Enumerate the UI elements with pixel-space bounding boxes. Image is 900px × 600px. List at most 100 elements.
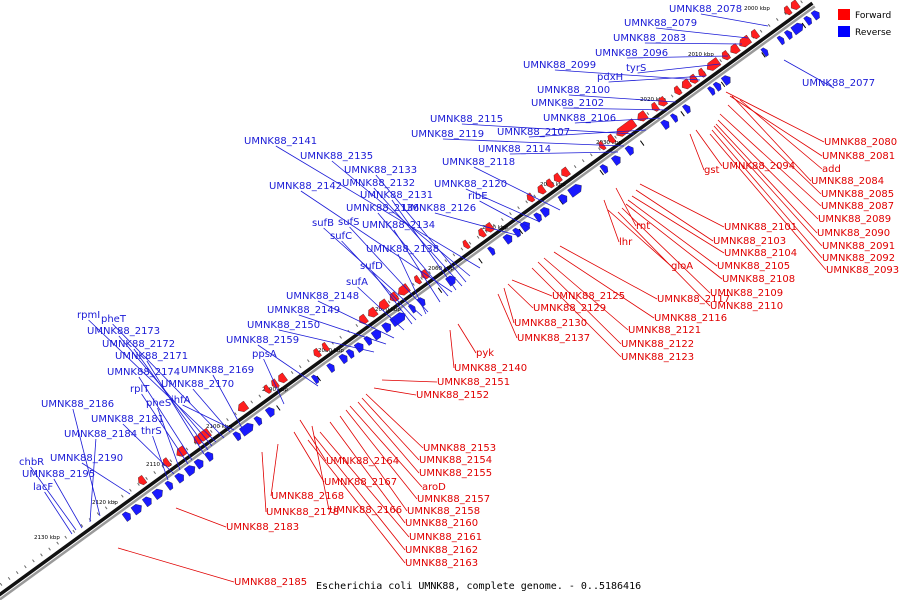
forward-gene-label: UMNK88_2140: [454, 363, 527, 374]
forward-gene-label: UMNK88_2108: [722, 274, 795, 285]
forward-gene-label: UMNK88_2164: [326, 456, 399, 467]
scale-dash: [606, 141, 609, 145]
reverse-gene-label: UMNK88_2126: [403, 203, 476, 214]
forward-gene-label: UMNK88_2151: [437, 377, 510, 388]
reverse-gene-label: UMNK88_2120: [434, 179, 507, 190]
scale-dash: [775, 17, 779, 21]
forward-gene-label: UMNK88_2110: [710, 301, 783, 312]
tick-mark: [437, 287, 443, 293]
forward-gene-label: UMNK88_2089: [818, 214, 891, 225]
forward-gene-label: UMNK88_2152: [416, 390, 489, 401]
forward-gene-label: UMNK88_2109: [710, 288, 783, 299]
reverse-gene: [193, 458, 204, 470]
scale-dash: [339, 335, 342, 339]
forward-gene-label: UMNK88_2162: [405, 545, 478, 556]
reverse-gene-label: ihfA: [171, 395, 191, 406]
reverse-leader-line: [349, 226, 429, 313]
tick-mark: [680, 111, 685, 117]
forward-leader-line: [615, 187, 637, 227]
scale-dash: [525, 200, 528, 204]
forward-leader-line: [329, 421, 406, 524]
reverse-gene-label: ribE: [468, 191, 488, 202]
forward-gene: [321, 341, 331, 352]
forward-gene-label: UMNK88_2123: [621, 352, 694, 363]
forward-gene-label: UMNK88_2093: [826, 265, 899, 276]
reverse-gene: [381, 322, 391, 333]
forward-gene-label: UMNK88_2116: [654, 313, 727, 324]
forward-gene-label: UMNK88_2125: [552, 291, 625, 302]
tick-label: 2020 kbp: [640, 97, 666, 103]
reverse-gene-label: sufB: [312, 218, 334, 229]
reverse-gene: [232, 431, 242, 442]
tick-mark: [276, 405, 281, 411]
forward-leader-line: [713, 125, 823, 247]
forward-gene-label: UMNK88_2122: [621, 339, 694, 350]
scale-dash: [80, 524, 84, 528]
forward-leader-line: [709, 133, 827, 271]
reverse-gene: [183, 465, 196, 477]
scale-dash: [759, 29, 763, 33]
scale-dash: [290, 371, 294, 375]
forward-gene-label: UMNK88_2163: [405, 558, 478, 569]
reverse-gene-label: rpmI: [77, 310, 100, 321]
reverse-gene-label: UMNK88_2102: [531, 98, 604, 109]
forward-leader-line: [625, 203, 723, 280]
reverse-gene-label: rplT: [130, 384, 150, 395]
reverse-leader-line: [30, 466, 77, 531]
forward-gene: [313, 347, 322, 358]
scale-dash: [719, 59, 722, 63]
reverse-gene-label: UMNK88_2078: [669, 4, 742, 15]
scale-dash: [7, 576, 11, 580]
reverse-gene-label: UMNK88_2190: [50, 453, 123, 464]
reverse-gene-label: UMNK88_2186: [41, 399, 114, 410]
reverse-gene-label: pheS: [146, 398, 171, 409]
reverse-gene-label: UMNK88_2135: [300, 151, 373, 162]
reverse-gene-label: chbR: [19, 457, 44, 468]
forward-leader-line: [357, 401, 420, 474]
scale-dash: [598, 147, 601, 151]
forward-leader-line: [689, 133, 705, 171]
forward-leader-line: [639, 183, 725, 228]
forward-leader-line: [717, 119, 819, 220]
reverse-leader-line: [157, 407, 181, 471]
forward-gene: [739, 34, 753, 48]
reverse-leader-line: [72, 408, 101, 517]
reverse-gene-label: sufA: [346, 277, 368, 288]
reverse-gene-label: UMNK88_2159: [226, 335, 299, 346]
forward-gene: [162, 457, 172, 468]
reverse-gene-label: UMNK88_2141: [244, 136, 317, 147]
reverse-leader-line: [783, 59, 835, 89]
scale-dash: [509, 212, 512, 216]
reverse-gene-label: UMNK88_2133: [344, 165, 417, 176]
reverse-leader-line: [212, 374, 243, 429]
scale-dash: [501, 218, 504, 222]
forward-gene: [607, 133, 617, 144]
forward-gene-label: UMNK88_2101: [724, 222, 797, 233]
forward-gene: [561, 166, 571, 178]
forward-gene-label: UMNK88_2117: [657, 294, 730, 305]
reverse-leader-line: [479, 200, 531, 229]
reverse-gene: [712, 81, 722, 92]
reverse-leader-line: [391, 199, 457, 291]
scale-dash: [145, 476, 148, 480]
tick-mark: [720, 81, 726, 88]
forward-gene: [414, 274, 423, 285]
forward-gene: [278, 372, 288, 384]
reverse-gene: [682, 104, 691, 115]
scale-dash: [56, 541, 59, 545]
forward-gene: [537, 184, 547, 195]
scale-dash: [104, 506, 108, 510]
reverse-gene-label: UMNK88_2100: [537, 85, 610, 96]
scale-dash: [355, 323, 359, 327]
reverse-gene: [669, 113, 679, 123]
forward-leader-line: [507, 283, 534, 309]
legend-reverse-label: Reverse: [855, 28, 892, 38]
scale-dash: [121, 494, 124, 498]
forward-leader-line: [457, 323, 477, 354]
reverse-gene: [141, 496, 152, 508]
scale-dash: [590, 153, 593, 157]
tick-label: 2070 kbp: [375, 307, 401, 313]
forward-leader-line: [607, 209, 672, 267]
scale-dash: [517, 206, 520, 210]
reverse-gene-label: UMNK88_2170: [161, 379, 234, 390]
